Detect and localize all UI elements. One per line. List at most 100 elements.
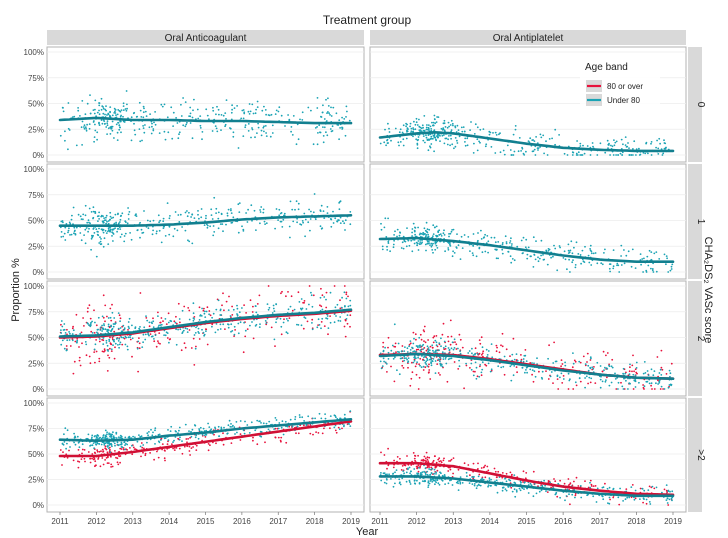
data-point: [158, 433, 161, 436]
data-point: [333, 414, 336, 417]
data-point: [151, 122, 153, 125]
data-point: [105, 435, 108, 438]
data-point: [670, 497, 673, 500]
data-point: [417, 136, 420, 138]
data-point: [539, 133, 542, 136]
data-point: [90, 321, 92, 324]
data-point: [627, 250, 630, 253]
data-point: [116, 131, 119, 134]
data-point: [180, 103, 182, 106]
data-point: [329, 128, 332, 130]
data-point: [107, 325, 110, 328]
data-point: [432, 242, 434, 245]
data-point: [406, 455, 408, 457]
data-point: [212, 225, 215, 227]
data-point: [398, 131, 401, 134]
data-point: [131, 453, 134, 456]
data-point: [60, 329, 62, 331]
data-point: [119, 120, 122, 123]
data-point: [400, 469, 403, 471]
data-point: [104, 219, 107, 222]
data-point: [667, 490, 670, 492]
data-point: [73, 115, 76, 118]
data-point: [527, 484, 530, 486]
data-point: [549, 481, 551, 484]
data-point: [147, 333, 150, 336]
data-point: [180, 115, 183, 117]
facet-panel: 0%25%50%75%100%: [24, 163, 365, 280]
data-point: [291, 309, 294, 312]
data-point: [96, 437, 99, 439]
data-point: [424, 459, 426, 462]
data-point: [646, 380, 649, 383]
data-point: [125, 109, 128, 112]
data-point: [251, 127, 253, 129]
data-point: [463, 462, 466, 465]
data-point: [477, 475, 480, 478]
facet-panel: [369, 280, 687, 397]
data-point: [188, 211, 190, 214]
data-point: [394, 482, 396, 485]
data-point: [281, 290, 283, 293]
data-point: [397, 141, 400, 144]
data-point: [200, 208, 203, 210]
data-point: [459, 350, 461, 353]
data-point: [193, 98, 195, 101]
data-point: [71, 327, 74, 330]
data-point: [287, 114, 289, 116]
data-point: [631, 248, 634, 251]
data-point: [420, 472, 422, 474]
data-point: [80, 239, 83, 242]
data-point: [73, 360, 76, 363]
data-point: [522, 358, 525, 360]
data-point: [667, 271, 670, 273]
data-point: [634, 497, 637, 500]
data-point: [319, 296, 322, 299]
data-point: [423, 359, 425, 362]
data-point: [77, 109, 80, 112]
data-point: [160, 103, 163, 106]
data-point: [102, 112, 105, 115]
data-point: [264, 320, 267, 322]
data-point: [540, 376, 543, 379]
data-point: [163, 130, 166, 133]
data-point: [345, 105, 348, 108]
data-point: [95, 228, 98, 231]
data-point: [197, 437, 200, 440]
data-point: [303, 300, 306, 302]
data-point: [93, 309, 95, 312]
data-point: [612, 154, 615, 156]
data-point: [122, 120, 125, 123]
data-point: [105, 342, 108, 344]
data-point: [631, 364, 634, 367]
data-point: [569, 271, 571, 273]
data-point: [407, 361, 409, 364]
data-point: [152, 129, 155, 132]
data-point: [137, 340, 140, 343]
data-point: [429, 345, 432, 348]
data-point: [178, 133, 180, 136]
data-point: [519, 489, 522, 492]
data-point: [68, 339, 71, 341]
data-point: [590, 377, 593, 380]
data-point: [622, 500, 624, 502]
data-point: [386, 478, 388, 481]
data-point: [507, 485, 510, 488]
data-point: [542, 258, 545, 261]
data-point: [620, 255, 622, 257]
data-point: [188, 445, 191, 448]
data-point: [160, 439, 162, 441]
data-point: [205, 330, 207, 332]
data-point: [184, 125, 187, 128]
data-point: [476, 138, 479, 141]
panels: Oral Anticoagulant Oral Antiplatelet012>2…: [24, 30, 706, 526]
data-point: [561, 382, 564, 384]
data-point: [436, 116, 438, 118]
data-point: [86, 123, 88, 126]
data-point: [316, 107, 319, 109]
data-point: [427, 481, 430, 484]
data-point: [435, 225, 438, 228]
data-point: [462, 126, 465, 128]
data-point: [399, 231, 401, 234]
data-point: [69, 446, 71, 448]
